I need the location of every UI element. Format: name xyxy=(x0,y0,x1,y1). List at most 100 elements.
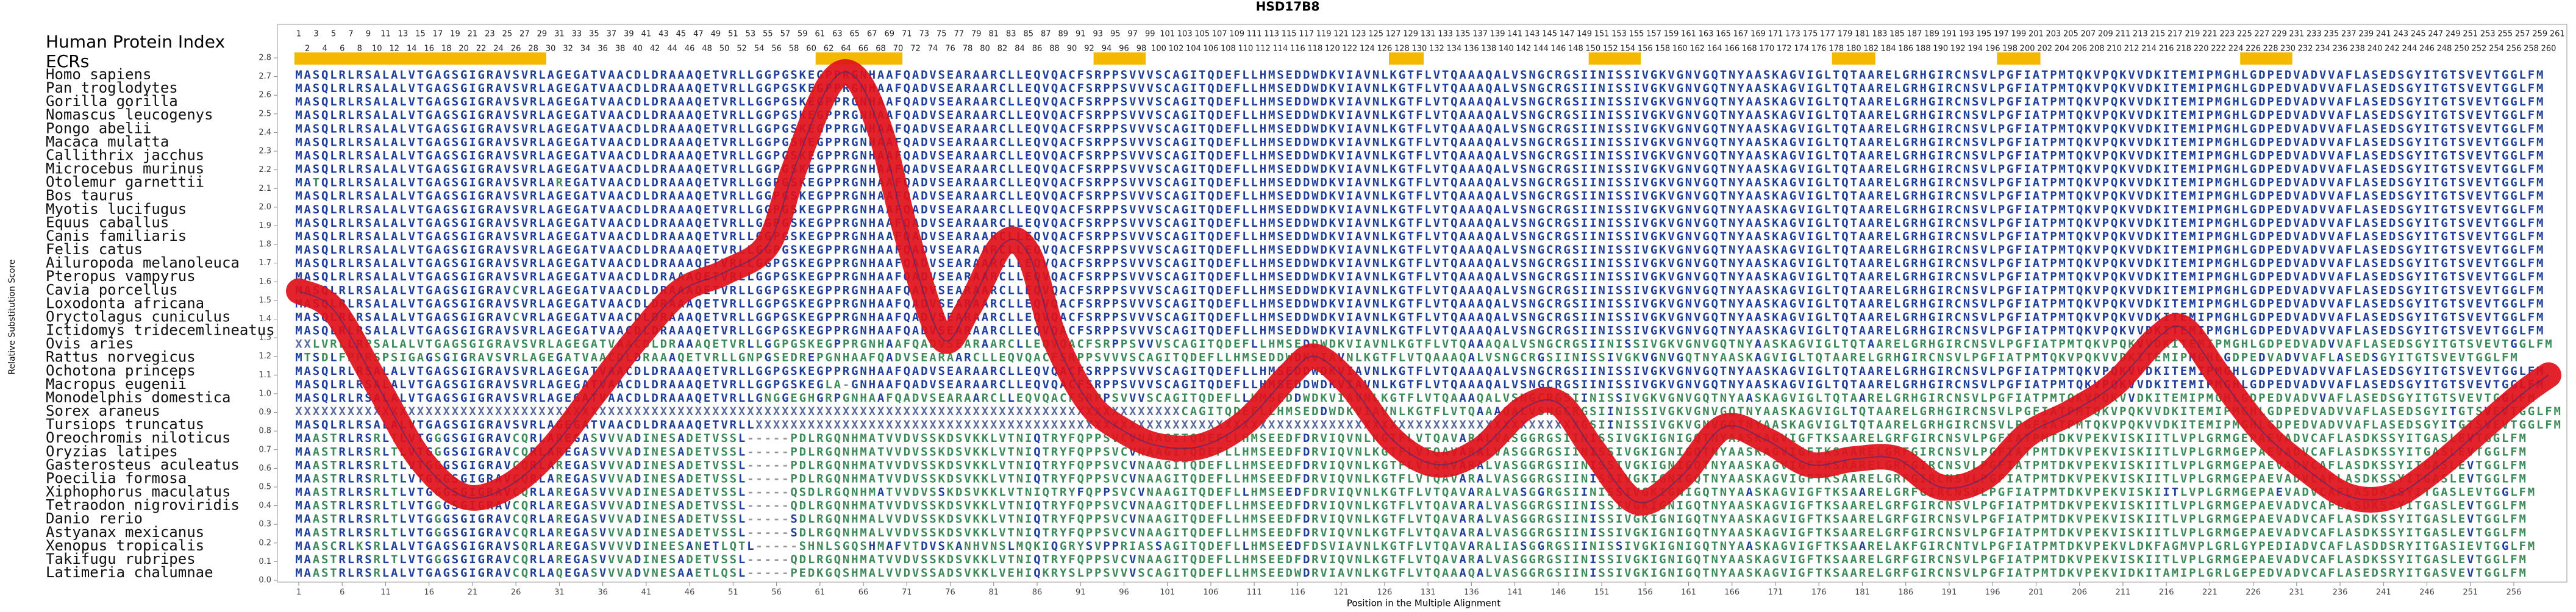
position-label: 52 xyxy=(737,44,747,54)
residue: G xyxy=(2502,229,2508,243)
residue: L xyxy=(738,149,745,162)
residue: S xyxy=(1520,68,1527,82)
residue: P xyxy=(1112,297,1119,310)
residue: G xyxy=(477,176,484,189)
residue: G xyxy=(2441,68,2447,82)
residue: L xyxy=(747,95,754,109)
residue: D xyxy=(1303,257,1310,270)
residue: V xyxy=(1146,216,1153,229)
residue: S xyxy=(1086,135,1093,149)
residue: V xyxy=(1146,243,1153,257)
residue: Q xyxy=(1485,243,1492,257)
residue: L xyxy=(2354,283,2361,297)
residue: I xyxy=(2163,109,2169,122)
residue: A xyxy=(677,109,685,122)
residue: P xyxy=(1998,229,2005,243)
residue: S xyxy=(452,122,458,135)
residue: E xyxy=(1025,122,1032,135)
residue: G xyxy=(851,283,858,297)
residue: P xyxy=(2207,149,2213,162)
residue: A xyxy=(616,109,624,122)
residue: P xyxy=(2050,149,2057,162)
residue: I xyxy=(2163,270,2169,283)
residue: D xyxy=(2258,149,2265,162)
residue: D xyxy=(1294,297,1301,310)
residue: K xyxy=(2154,189,2161,202)
residue: I xyxy=(1581,189,1588,202)
residue: L xyxy=(1251,135,1257,149)
residue: T xyxy=(1407,162,1414,176)
residue: L xyxy=(1008,283,1015,297)
residue: S xyxy=(1572,216,1579,229)
residue: A xyxy=(495,149,502,162)
residue: L xyxy=(348,283,354,297)
residue: R xyxy=(660,189,668,202)
position-label: 2 xyxy=(305,44,310,54)
residue: N xyxy=(1963,229,1970,243)
residue: F xyxy=(2528,109,2535,122)
residue: M xyxy=(2215,189,2222,202)
residue: L xyxy=(348,257,354,270)
residue: V xyxy=(1668,176,1674,189)
position-label: 22 xyxy=(476,44,487,54)
residue: N xyxy=(1372,202,1379,216)
residue: E xyxy=(565,229,571,243)
residue: A xyxy=(973,95,980,109)
residue: N xyxy=(1529,162,1535,176)
residue: G xyxy=(477,109,484,122)
residue: C xyxy=(1546,68,1553,82)
residue: A xyxy=(1781,68,1788,82)
residue: T xyxy=(712,149,719,162)
residue: I xyxy=(1807,82,1813,95)
residue: I xyxy=(1581,135,1588,149)
residue: K xyxy=(2154,229,2161,243)
residue: D xyxy=(2311,82,2317,95)
residue: G xyxy=(1677,243,1683,257)
residue: A xyxy=(304,122,312,135)
residue: I xyxy=(1807,95,1813,109)
residue: G xyxy=(755,189,762,202)
residue: S xyxy=(1763,257,1770,270)
residue: S xyxy=(313,68,319,82)
residue: T xyxy=(2041,162,2048,176)
residue: K xyxy=(2119,82,2127,95)
residue: A xyxy=(1459,149,1466,162)
residue: L xyxy=(330,82,337,95)
residue: L xyxy=(1894,257,1900,270)
residue: S xyxy=(452,162,458,176)
residue: G xyxy=(2406,229,2413,243)
residue: I xyxy=(2424,229,2430,243)
residue: G xyxy=(2502,122,2508,135)
residue: G xyxy=(426,202,432,216)
residue: I xyxy=(1937,202,1944,216)
residue: A xyxy=(2336,162,2344,176)
residue: I xyxy=(1807,149,1813,162)
residue: V xyxy=(1668,68,1674,82)
residue: Q xyxy=(2076,135,2083,149)
residue: V xyxy=(1433,216,1440,229)
residue: T xyxy=(1442,135,1449,149)
residue: E xyxy=(2475,243,2482,257)
position-label: 69 xyxy=(885,30,895,39)
residue: G xyxy=(2441,122,2447,135)
residue: W xyxy=(1311,189,1319,202)
residue: I xyxy=(2424,270,2430,283)
residue: S xyxy=(790,297,797,310)
residue: A xyxy=(2302,95,2309,109)
residue: V xyxy=(2293,149,2300,162)
position-label: 181 xyxy=(1855,30,1870,39)
residue: F xyxy=(1077,257,1084,270)
residue: A xyxy=(1781,82,1788,95)
residue: A xyxy=(1477,135,1484,149)
residue: G xyxy=(1702,122,1709,135)
residue: R xyxy=(990,202,997,216)
residue: A xyxy=(2302,68,2309,82)
residue: S xyxy=(1616,95,1622,109)
residue: L xyxy=(2354,135,2361,149)
residue: G xyxy=(2224,122,2230,135)
residue: G xyxy=(477,122,484,135)
residue: A xyxy=(434,176,441,189)
residue: I xyxy=(1190,95,1197,109)
residue: G xyxy=(443,189,449,202)
residue: K xyxy=(1772,216,1779,229)
